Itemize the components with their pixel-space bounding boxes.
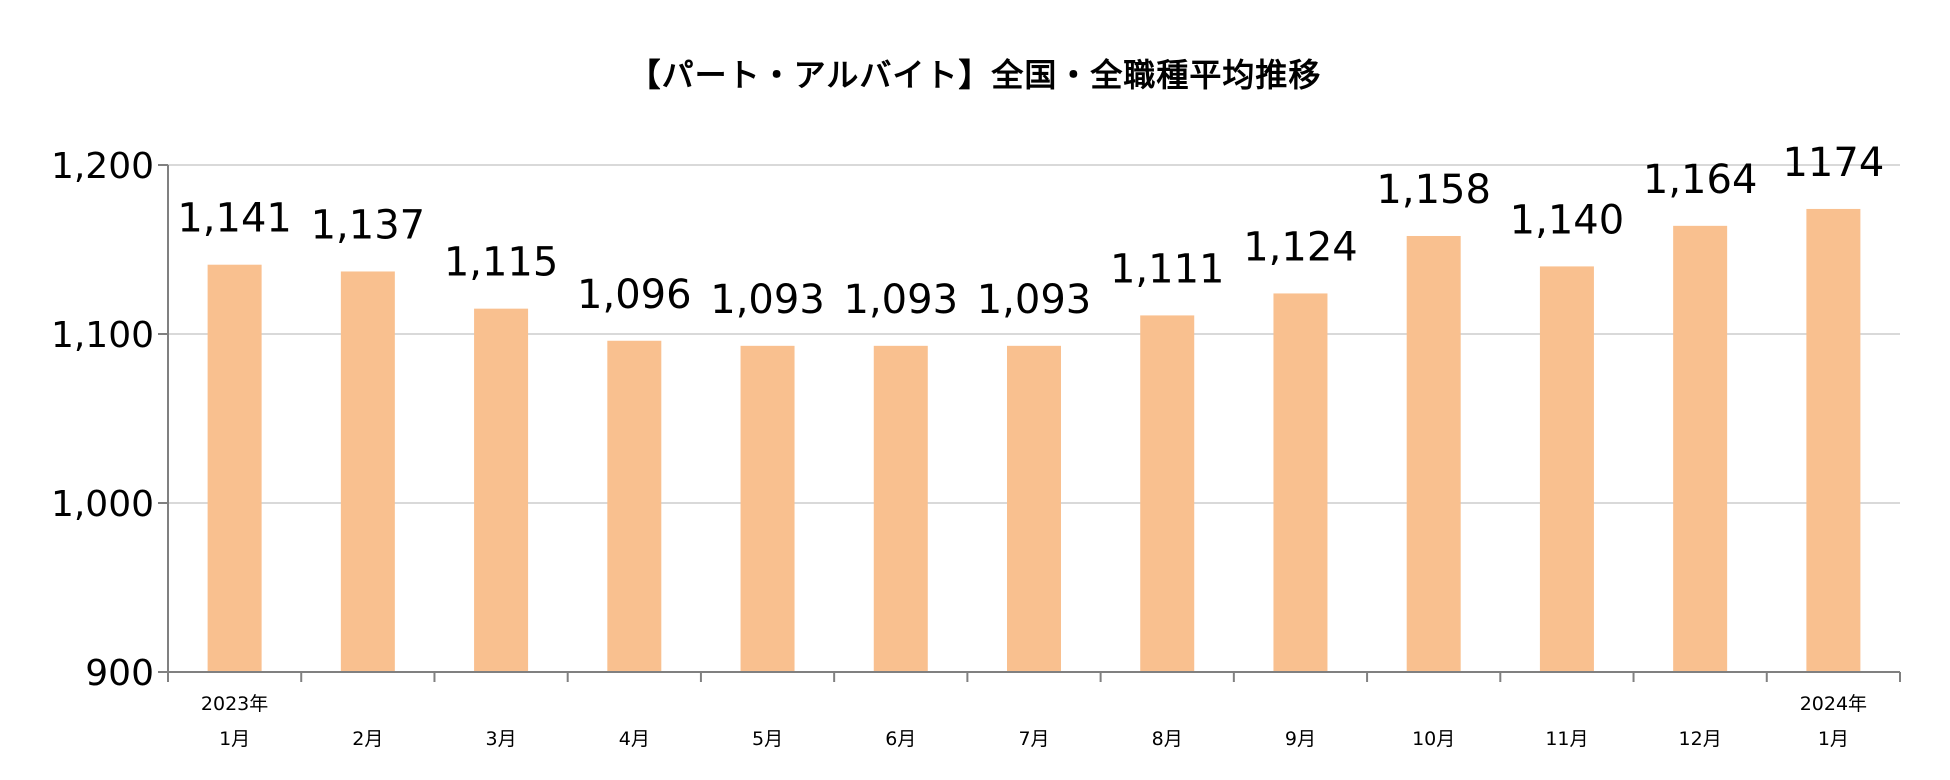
x-label-month: 3月 [486,728,517,750]
bar [1140,315,1195,672]
data-label: 1,158 [1376,167,1491,213]
y-tick-labels: 900 1,000 1,100 1,200 [51,146,154,694]
data-label: 1,093 [844,277,959,323]
data-label: 1,093 [977,277,1092,323]
data-label: 1,115 [444,240,559,286]
bars [207,208,1861,673]
y-tick-label: 1,100 [51,315,154,356]
data-label: 1,124 [1243,224,1358,270]
bar [474,308,529,672]
x-label-year: 2024年 [1800,693,1867,715]
y-tick-label: 900 [85,653,154,694]
x-label-month: 5月 [752,728,783,750]
x-label-month: 7月 [1018,728,1049,750]
x-label-month: 1月 [1818,728,1849,750]
bar [1539,266,1594,672]
bar [340,271,395,672]
bar [1406,235,1461,673]
bar [1673,225,1728,672]
data-label: 1,093 [710,277,825,323]
x-label-month: 9月 [1285,728,1316,750]
data-label: 1174 [1782,140,1884,186]
x-label-month: 4月 [619,728,650,750]
bar [1007,345,1061,672]
data-label: 1,111 [1110,246,1225,292]
y-tick-label: 1,200 [51,146,154,187]
x-label-month: 12月 [1679,728,1722,750]
bar [740,345,795,672]
data-label: 1,096 [577,272,692,318]
x-label-month: 6月 [885,728,916,750]
bar [873,345,928,672]
x-label-month: 2月 [352,728,383,750]
x-label-month: 8月 [1152,728,1183,750]
bar [1273,293,1328,672]
bar [1806,208,1861,672]
axes [158,164,1901,682]
bar [607,340,662,672]
chart-title: 【パート・アルバイト】全国・全職種平均推移 [628,56,1322,94]
x-label-month: 1月 [219,728,250,750]
data-label: 1,141 [177,196,292,242]
bar [207,264,262,672]
data-label: 1,137 [311,202,426,248]
data-label: 1,164 [1643,157,1758,203]
x-tick-labels: 2023年 1月 2月 3月 4月 5月 6月 7月 8月 9月 10月 11月 12月 2024年 1月 [201,693,1867,750]
data-label: 1,140 [1510,197,1625,243]
y-tick-label: 1,000 [51,484,154,525]
data-labels: 1,141 1,137 1,115 1,096 1,093 1,093 1,093 1,111… [177,140,1884,323]
x-label-month: 10月 [1412,728,1455,750]
x-label-month: 11月 [1545,728,1588,750]
x-label-year: 2023年 [201,693,268,715]
